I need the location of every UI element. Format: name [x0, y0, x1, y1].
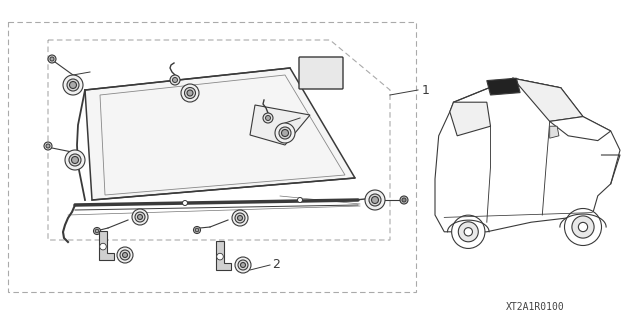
Circle shape [69, 154, 81, 166]
Circle shape [50, 57, 54, 61]
Circle shape [572, 216, 594, 238]
Circle shape [279, 127, 291, 139]
Circle shape [135, 212, 145, 222]
Polygon shape [85, 68, 355, 200]
Circle shape [238, 260, 248, 270]
Circle shape [46, 144, 50, 148]
Circle shape [232, 210, 248, 226]
Circle shape [193, 226, 200, 234]
Circle shape [67, 79, 79, 91]
Circle shape [65, 150, 85, 170]
Circle shape [402, 198, 406, 202]
Polygon shape [99, 231, 114, 260]
Polygon shape [550, 126, 559, 138]
Circle shape [138, 214, 143, 219]
Circle shape [173, 78, 177, 83]
Circle shape [564, 209, 602, 246]
Circle shape [72, 157, 79, 164]
Circle shape [132, 209, 148, 225]
Circle shape [120, 250, 130, 260]
Polygon shape [487, 78, 520, 95]
Text: 2: 2 [272, 258, 280, 271]
Circle shape [95, 229, 99, 233]
Bar [8, 22, 416, 292]
Text: 1: 1 [422, 84, 430, 97]
Polygon shape [513, 78, 583, 122]
Circle shape [452, 215, 485, 249]
Circle shape [458, 222, 478, 242]
Polygon shape [450, 102, 490, 136]
Circle shape [400, 196, 408, 204]
Circle shape [263, 113, 273, 123]
Circle shape [217, 253, 223, 260]
Polygon shape [435, 78, 620, 232]
Circle shape [93, 227, 100, 234]
Circle shape [170, 75, 180, 85]
Circle shape [44, 142, 52, 150]
Circle shape [371, 197, 378, 204]
Circle shape [70, 81, 77, 88]
Circle shape [275, 123, 295, 143]
Polygon shape [216, 241, 231, 270]
Circle shape [187, 90, 193, 96]
Circle shape [237, 216, 243, 220]
Circle shape [365, 190, 385, 210]
Circle shape [369, 194, 381, 206]
Circle shape [48, 55, 56, 63]
Circle shape [579, 222, 588, 232]
Circle shape [464, 228, 472, 236]
Circle shape [241, 263, 246, 268]
Circle shape [181, 84, 199, 102]
Circle shape [282, 130, 289, 137]
Circle shape [63, 75, 83, 95]
Circle shape [117, 247, 133, 263]
Circle shape [184, 87, 195, 99]
Circle shape [298, 197, 303, 203]
FancyBboxPatch shape [299, 57, 343, 89]
Circle shape [195, 228, 199, 232]
Circle shape [235, 257, 251, 273]
Circle shape [266, 115, 271, 121]
Polygon shape [250, 105, 310, 145]
Circle shape [182, 201, 188, 205]
Circle shape [235, 213, 245, 223]
Text: XT2A1R0100: XT2A1R0100 [506, 302, 564, 312]
Polygon shape [550, 117, 611, 141]
Circle shape [100, 243, 106, 250]
Circle shape [122, 253, 127, 257]
